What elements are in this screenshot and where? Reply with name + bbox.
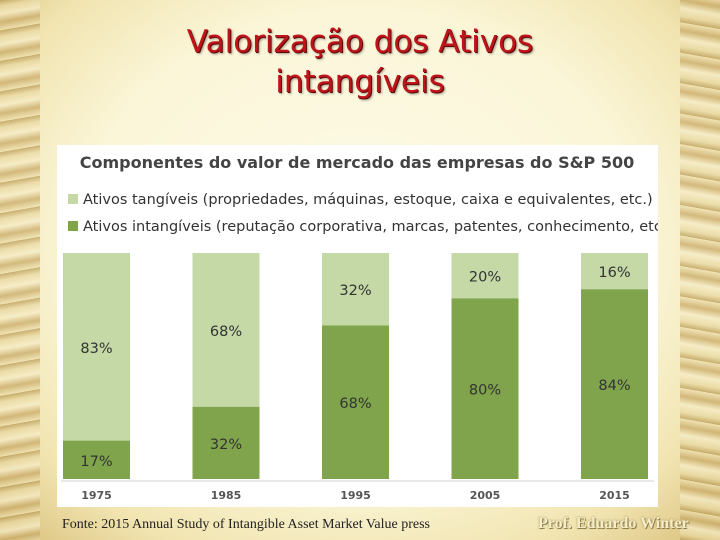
data-label: 83% xyxy=(80,341,112,357)
data-label: 68% xyxy=(210,324,242,340)
legend-label: Ativos intangíveis (reputação corporativ… xyxy=(83,219,658,235)
bar-segment xyxy=(322,253,389,326)
data-label: 84% xyxy=(598,378,630,394)
bar-segment xyxy=(581,289,648,479)
stacked-bar-chart: Componentes do valor de mercado das empr… xyxy=(61,153,672,502)
legend-swatch xyxy=(68,221,78,231)
x-tick-label: 1995 xyxy=(340,489,371,502)
x-axis-ticks: 1975 1985 1995 2005 2015 xyxy=(81,489,630,502)
data-label: 17% xyxy=(80,454,112,470)
bar-segment xyxy=(192,253,260,407)
bar-segment xyxy=(581,253,648,290)
chart-legend: Ativos tangíveis (propriedades, máquinas… xyxy=(68,192,672,235)
data-label: 68% xyxy=(339,396,371,412)
bar-segment xyxy=(63,440,130,479)
data-label: 80% xyxy=(469,383,501,399)
data-label: 32% xyxy=(339,283,371,299)
bar-segment xyxy=(322,325,389,479)
x-tick-label: 1985 xyxy=(211,489,242,502)
x-tick-label: 1975 xyxy=(81,489,112,502)
chart-title: Componentes do valor de mercado das empr… xyxy=(80,153,635,172)
bar-segment xyxy=(451,298,519,479)
data-label: 20% xyxy=(469,270,501,286)
chart-panel: Componentes do valor de mercado das empr… xyxy=(57,145,672,507)
slide-title: Valorização dos Ativos intangíveis xyxy=(0,22,720,102)
bar-segment xyxy=(63,253,130,441)
x-tick-label: 2015 xyxy=(599,489,630,502)
legend-swatch xyxy=(68,194,78,204)
parchment-edge-right xyxy=(680,0,720,540)
parchment-edge-left xyxy=(0,0,40,540)
legend-label: Ativos tangíveis (propriedades, máquinas… xyxy=(83,192,653,208)
chart-bars: 17% 83% 32% 68% 68% 32% 80% 20% 84% 16% xyxy=(63,253,648,479)
source-footnote: Fonte: 2015 Annual Study of Intangible A… xyxy=(62,517,430,532)
data-label: 32% xyxy=(210,437,242,453)
data-label: 16% xyxy=(598,265,630,281)
bar-segment xyxy=(192,406,260,479)
slide-title-line1: Valorização dos Ativos xyxy=(186,24,534,60)
slide-title-line2: intangíveis xyxy=(275,64,445,100)
x-tick-label: 2005 xyxy=(470,489,501,502)
author-signature: Prof. Eduardo Winter xyxy=(538,515,689,532)
bar-segment xyxy=(451,253,519,299)
